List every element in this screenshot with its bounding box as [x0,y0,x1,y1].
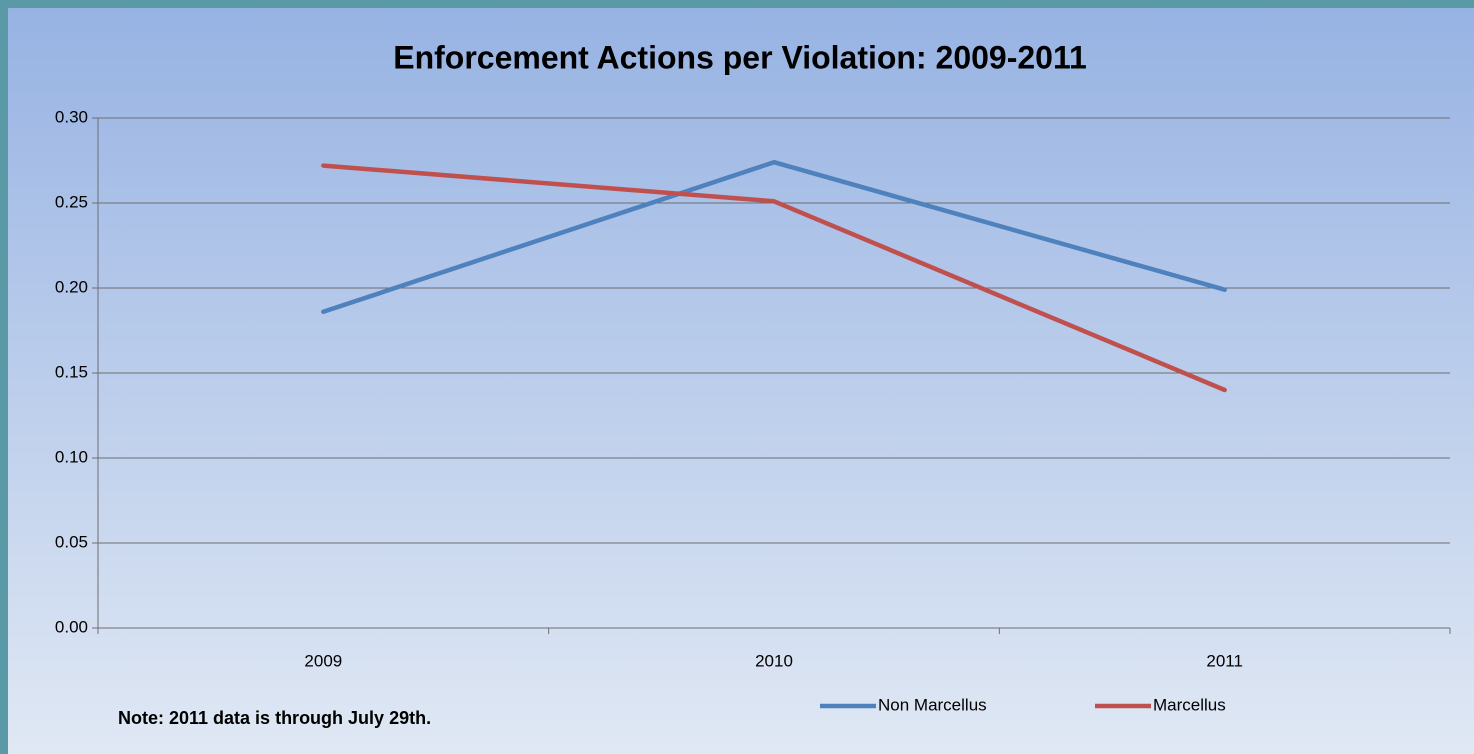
y-tick-label: 0.25 [55,192,88,211]
x-tick-label: 2009 [304,651,342,670]
legend-label: Marcellus [1153,695,1226,714]
series-line [321,159,1227,315]
y-tick-label: 0.10 [55,447,88,466]
annotation: Note: 2011 data is through July 29th. [118,708,431,728]
y-tick-label: 0.00 [55,617,88,636]
y-tick-label: 0.30 [55,107,88,126]
y-tick-label: 0.05 [55,532,88,551]
series-line [321,163,1227,393]
x-tick-label: 2011 [1206,651,1243,670]
chart-background [8,8,1474,754]
legend-label: Non Marcellus [878,695,987,714]
x-tick-label: 2010 [755,651,793,670]
chart-title: Enforcement Actions per Violation: 2009-… [393,39,1087,75]
y-tick-label: 0.15 [55,362,88,381]
y-tick-label: 0.20 [55,277,88,296]
